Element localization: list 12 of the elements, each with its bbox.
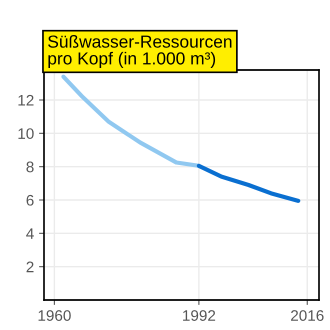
y-tick-label: 6 bbox=[26, 194, 34, 206]
y-tick-label: 12 bbox=[18, 94, 34, 106]
x-tick-label: 1992 bbox=[183, 310, 216, 321]
x-tick-label: 2016 bbox=[291, 310, 324, 321]
y-tick-label: 4 bbox=[26, 228, 34, 239]
y-tick-label: 2 bbox=[26, 262, 34, 272]
y-tick-label: 8 bbox=[26, 162, 34, 172]
chart-title: Süßwasser-Ressourcen pro Kopf (in 1.000 m³) bbox=[48, 35, 232, 68]
x-tick-label: 1960 bbox=[38, 310, 71, 321]
line-series bbox=[196, 164, 300, 203]
y-tick-label: 10 bbox=[18, 128, 34, 140]
line-series bbox=[61, 74, 201, 168]
